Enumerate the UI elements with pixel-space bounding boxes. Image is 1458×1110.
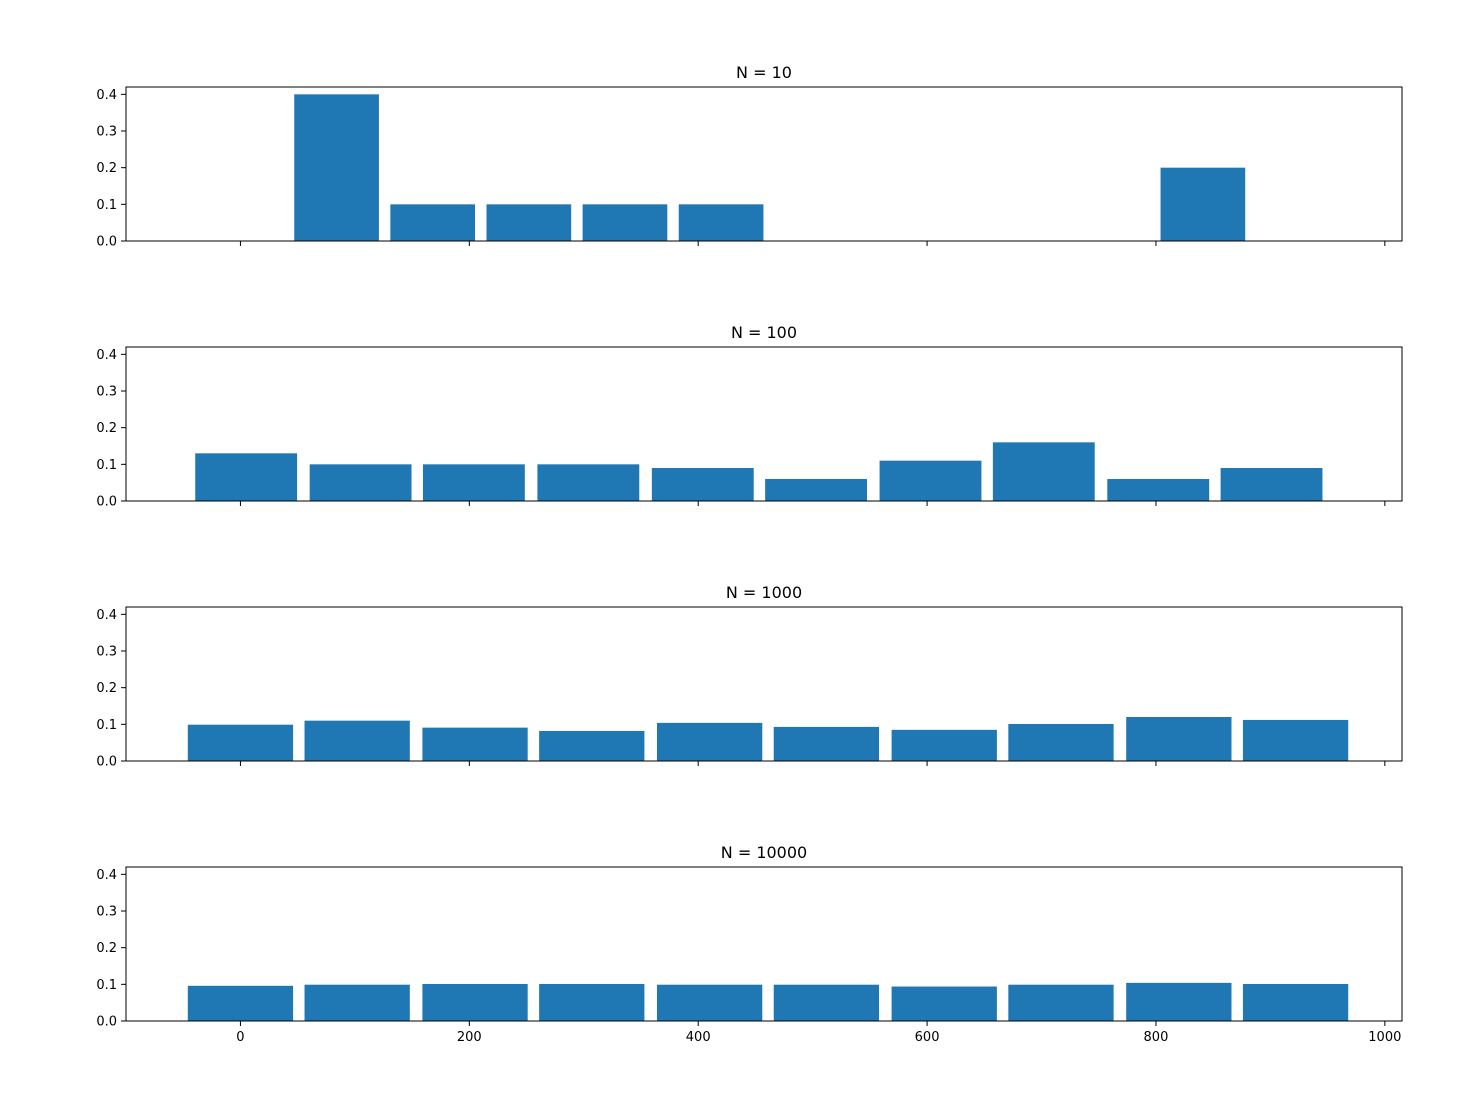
bar [879,460,982,501]
bar [422,464,525,501]
y-tick-label: 0.2 [96,681,117,696]
x-tick-label: 600 [915,1030,940,1045]
y-tick-label: 0.1 [96,198,117,213]
x-tick-label: 800 [1144,1030,1169,1045]
bar [1126,717,1232,761]
y-tick-label: 0.2 [96,161,117,176]
y-tick-label: 0.4 [96,348,117,363]
subplot-1: N = 10 0.0 0.1 0.2 0.3 0.4 [96,63,1403,250]
subplot-title: N = 10000 [721,843,807,862]
x-tick-label: 1000 [1368,1030,1401,1045]
axes-frame [125,86,1403,242]
y-tick-label: 0.1 [96,718,117,733]
y-tick-label: 0.2 [96,941,117,956]
bar [651,468,754,501]
bar [773,726,880,761]
bar [992,442,1095,501]
bar [195,453,298,501]
bar [656,984,763,1021]
y-tick-label: 0.0 [96,495,117,510]
axes-frame [125,866,1403,1022]
y-tick-label: 0.0 [96,755,117,770]
bar [294,94,379,241]
x-tick-label: 0 [236,1030,244,1045]
bar [539,983,645,1021]
y-tick-label: 0.4 [96,88,117,103]
bar [539,730,645,761]
bar [765,479,867,501]
bar [582,204,668,241]
subplot-4: N = 10000 0.0 0.1 0.2 0.3 0.4 0 200 400 600 800 100… [96,843,1403,1045]
bar [678,204,764,241]
y-tick-label: 0.2 [96,421,117,436]
y-tick-label: 0.1 [96,458,117,473]
x-tick-label: 200 [457,1030,482,1045]
bar [187,724,294,761]
bar [1107,479,1210,501]
x-tick-label: 400 [686,1030,711,1045]
y-tick-label: 0.0 [96,1015,117,1030]
subplot-title: N = 1000 [726,583,802,602]
bar [422,727,528,761]
y-tick-label: 0.4 [96,608,117,623]
y-tick-label: 0.4 [96,868,117,883]
axes-frame [125,606,1403,762]
bar [422,983,528,1021]
bar [1126,982,1232,1021]
bar [486,204,572,241]
y-tick-label: 0.3 [96,125,117,140]
axes-frame [125,346,1403,502]
bar [309,464,412,501]
bar [187,985,294,1021]
bar [304,720,410,761]
subplot-title: N = 100 [731,323,797,342]
bar [1242,983,1349,1021]
bar [1008,984,1114,1021]
bar [891,986,997,1021]
subplot-2: N = 100 0.0 0.1 0.2 0.3 0.4 [96,323,1403,510]
subplot-title: N = 10 [736,63,792,82]
bar [1008,723,1114,761]
subplot-3: N = 1000 0.0 0.1 0.2 0.3 0.4 [96,583,1403,770]
bar [390,204,476,241]
y-tick-label: 0.1 [96,978,117,993]
y-tick-label: 0.3 [96,905,117,920]
y-tick-label: 0.3 [96,385,117,400]
bar [656,722,763,761]
bar [891,729,997,761]
bar [773,984,880,1021]
bar [537,464,640,501]
bar [1242,719,1349,761]
y-tick-label: 0.0 [96,235,117,250]
y-tick-label: 0.3 [96,645,117,660]
bar [1220,468,1323,501]
bar [304,984,410,1021]
bar [1160,167,1246,241]
